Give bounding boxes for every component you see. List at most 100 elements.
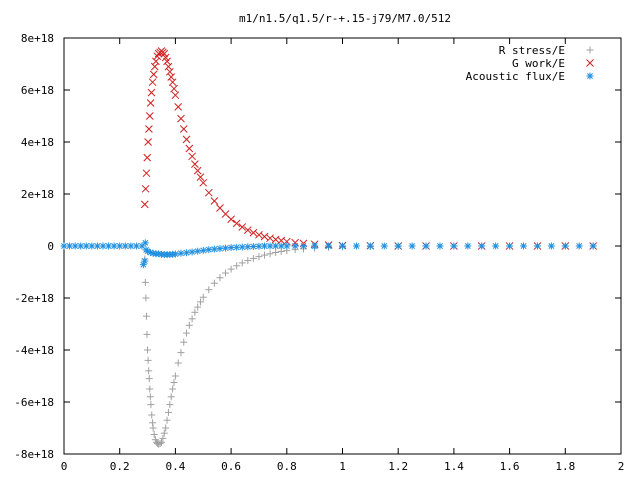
- data-point: [167, 393, 175, 401]
- data-point: [255, 230, 263, 239]
- data-point: [291, 242, 299, 250]
- data-point: [188, 152, 196, 161]
- data-point: [238, 243, 246, 251]
- data-point: [183, 249, 191, 257]
- data-point: [153, 52, 162, 61]
- y-tick-label: 4e+18: [21, 136, 54, 149]
- legend-marker: [586, 72, 594, 80]
- data-point: [171, 91, 180, 100]
- data-point: [177, 249, 185, 257]
- data-point: [196, 173, 205, 181]
- data-point: [422, 242, 430, 250]
- data-point: [408, 242, 416, 250]
- data-point: [227, 215, 235, 224]
- x-tick-label: 0.6: [221, 460, 241, 473]
- data-point: [244, 257, 252, 265]
- data-point: [199, 246, 207, 254]
- data-point: [71, 242, 79, 250]
- data-point: [163, 57, 171, 66]
- data-point: [141, 239, 149, 247]
- data-point: [169, 385, 177, 393]
- data-point: [233, 262, 241, 270]
- data-point: [144, 138, 152, 146]
- x-tick-label: 0.8: [277, 460, 297, 473]
- legend-marker: [586, 59, 594, 67]
- data-point: [146, 99, 155, 107]
- data-point: [492, 242, 500, 250]
- data-marks: [60, 47, 598, 448]
- data-point: [140, 200, 149, 209]
- data-point: [185, 144, 194, 153]
- data-point: [339, 242, 346, 250]
- data-point: [222, 244, 230, 252]
- data-point: [148, 411, 156, 419]
- data-point: [142, 312, 150, 320]
- data-point: [160, 429, 168, 437]
- data-point: [194, 303, 202, 311]
- y-tick-label: 0: [47, 240, 54, 253]
- data-point: [216, 245, 224, 253]
- data-point: [149, 419, 157, 427]
- data-point: [141, 257, 149, 265]
- series-0: [141, 242, 597, 448]
- y-tick-label: -4e+18: [14, 344, 54, 357]
- data-point: [191, 160, 199, 168]
- data-point: [147, 401, 155, 409]
- data-point: [300, 242, 308, 250]
- data-point: [141, 184, 150, 193]
- data-point: [283, 242, 291, 250]
- data-point: [210, 197, 219, 205]
- x-tick-label: 2: [618, 460, 625, 473]
- data-point: [272, 249, 280, 256]
- data-point: [142, 169, 151, 178]
- data-point: [191, 308, 199, 316]
- data-point: [205, 246, 213, 254]
- y-tick-label: -8e+18: [14, 448, 54, 461]
- data-point: [464, 242, 472, 250]
- data-point: [193, 166, 202, 175]
- data-point: [145, 375, 153, 383]
- data-point: [60, 242, 68, 250]
- data-point: [547, 242, 555, 250]
- legend-label: G work/E: [512, 57, 565, 70]
- data-point: [575, 242, 583, 250]
- data-point: [238, 223, 247, 231]
- data-point: [238, 259, 246, 267]
- data-point: [159, 434, 167, 442]
- data-point: [261, 251, 269, 259]
- data-point: [170, 379, 178, 386]
- data-point: [216, 274, 224, 282]
- data-point: [185, 321, 193, 329]
- data-point: [174, 359, 182, 367]
- data-point: [450, 242, 458, 250]
- data-point: [143, 153, 152, 162]
- data-point: [144, 356, 152, 364]
- data-point: [165, 67, 174, 76]
- data-point: [255, 253, 263, 261]
- data-point: [148, 78, 157, 87]
- x-tick-label: 1.4: [444, 460, 464, 473]
- x-tick-label: 0.4: [165, 460, 185, 473]
- data-point: [144, 346, 152, 354]
- data-point: [171, 250, 179, 258]
- chart-title: m1/n1.5/q1.5/r-+.15-j79/M7.0/512: [239, 12, 451, 25]
- data-point: [145, 367, 153, 375]
- data-point: [196, 298, 204, 306]
- data-point: [210, 245, 218, 253]
- data-point: [167, 73, 176, 81]
- data-point: [366, 242, 374, 250]
- data-point: [199, 178, 208, 187]
- data-point: [183, 329, 191, 337]
- data-point: [199, 293, 207, 301]
- data-point: [589, 242, 597, 250]
- data-point: [179, 125, 188, 133]
- data-point: [164, 408, 172, 416]
- data-point: [194, 247, 202, 255]
- data-point: [561, 242, 569, 250]
- data-point: [168, 78, 177, 87]
- x-tick-label: 1.2: [388, 460, 408, 473]
- y-tick-label: 6e+18: [21, 84, 54, 97]
- data-point: [143, 330, 151, 338]
- data-point: [394, 242, 402, 250]
- data-point: [188, 248, 196, 256]
